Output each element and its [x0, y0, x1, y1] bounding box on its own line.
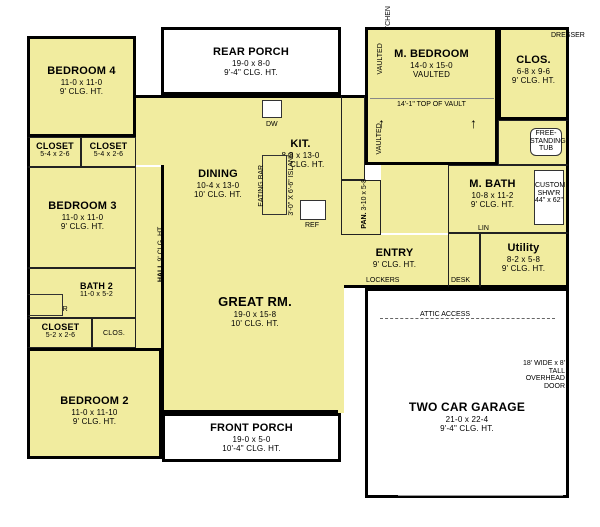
front-porch-hgt: 10'-4" CLG. HT. [165, 444, 338, 453]
vault-top-note: 14'-1" TOP OF VAULT [397, 101, 466, 109]
great-room-hgt: 10' CLG. HT. [195, 319, 315, 328]
ohd-note: 18' WIDE x 8' TALL OVERHEAD DOOR [510, 360, 565, 391]
pantry-label: PAN. 3-10 x 5-8 [361, 179, 369, 229]
dw-note: DW [266, 121, 278, 129]
master-closet: CLOS. 6-8 x 9-6 9' CLG. HT. [498, 27, 569, 120]
tub-note: FREE-STANDING TUB [530, 130, 562, 153]
mbed-passage [381, 165, 448, 233]
lockers-note: LOCKERS [366, 277, 399, 285]
closet-3-name: CLOSET [30, 322, 91, 332]
closet-2-name: CLOSET [82, 141, 135, 151]
tub-shower-fixture [27, 294, 63, 316]
vaulted-bottom: VAULTED [376, 123, 384, 154]
desk-note: DESK [451, 277, 470, 285]
clos-hgt: 9' CLG. HT. [501, 76, 566, 85]
bedroom-4: BEDROOM 4 11-0 x 11-0 9' CLG. HT. [27, 36, 136, 137]
great-room-dim: 19-0 x 15-8 [195, 310, 315, 319]
vault-arrow-right-icon: ↑ [470, 115, 477, 131]
bedroom-4-dim: 11-0 x 11-0 [30, 78, 133, 87]
bedroom-3-dim: 11-0 x 11-0 [30, 213, 135, 222]
bath-2-dim: 11-0 x 5-2 [58, 291, 135, 299]
utility-dim: 8-2 x 5-8 [481, 255, 566, 264]
ref-fixture [300, 200, 326, 220]
dining-name: DINING [178, 168, 258, 181]
vaulted-left: VAULTED [377, 43, 385, 74]
mbed-dim: 14-0 x 15-0 [368, 61, 495, 70]
closet-bed2: CLOSET 5-2 x 2-6 [27, 318, 92, 348]
front-porch-name: FRONT PORCH [165, 422, 338, 435]
rear-porch-hgt: 9'-4" CLG. HT. [164, 68, 338, 77]
rear-porch-name: REAR PORCH [164, 46, 338, 59]
open-wall-patch [338, 240, 344, 413]
bedroom-3: BEDROOM 3 11-0 x 11-0 9' CLG. HT. [27, 167, 136, 268]
mbath-name: M. BATH [449, 178, 536, 191]
great-room-name: GREAT RM. [195, 295, 315, 310]
kitchen-name: KIT. [273, 138, 328, 151]
rear-porch-dim: 19-0 x 8-0 [164, 59, 338, 68]
attic-line [380, 318, 555, 319]
closet-3-dim: 5-2 x 2-6 [30, 332, 91, 340]
utility: Utility 8-2 x 5-8 9' CLG. HT. [480, 233, 569, 288]
closet-1-name: CLOSET [30, 141, 80, 151]
dining-label-group: DINING 10-4 x 13-0 10' CLG. HT. [178, 168, 258, 199]
front-porch-dim: 19-0 x 5-0 [165, 435, 338, 444]
kit-wall [341, 95, 365, 180]
ref-note: REF [305, 222, 319, 230]
floor-plan: REAR PORCH 19-0 x 8-0 9'-4" CLG. HT. OPT… [0, 0, 600, 527]
clos-name: CLOS. [501, 54, 566, 67]
dresser-note: DRESSER [551, 32, 585, 40]
garage-dim: 21-0 x 22-4 [368, 415, 566, 424]
bedroom-4-name: BEDROOM 4 [30, 65, 133, 78]
garage-door-line [398, 495, 563, 496]
great-room-label-group: GREAT RM. 19-0 x 15-8 10' CLG. HT. [195, 295, 315, 328]
rear-porch: REAR PORCH 19-0 x 8-0 9'-4" CLG. HT. [161, 27, 341, 95]
clos-small: CLOS. [92, 318, 136, 348]
garage-name: TWO CAR GARAGE [368, 401, 566, 415]
bedroom-3-hgt: 9' CLG. HT. [30, 222, 135, 231]
island-note: 3'-0" X 6'-6" ISLAND [288, 152, 296, 216]
shower-note: CUSTOM SHW'R 44" x 62" [535, 182, 563, 205]
mbath-dim: 10-8 x 11-2 [449, 191, 536, 200]
utility-hgt: 9' CLG. HT. [481, 264, 566, 273]
entry-name: ENTRY [341, 247, 448, 260]
clos-dim: 6-8 x 9-6 [501, 67, 566, 76]
bedroom-2-hgt: 9' CLG. HT. [30, 417, 159, 426]
bedroom-3-name: BEDROOM 3 [30, 200, 135, 213]
closet-bed4-left: CLOSET 5-4 x 2-6 [27, 137, 81, 167]
mbath-hgt: 9' CLG. HT. [449, 200, 536, 209]
bedroom-2-name: BEDROOM 2 [30, 395, 159, 408]
closet-1-dim: 5-4 x 2-6 [30, 151, 80, 159]
dining-dim: 10-4 x 13-0 [178, 181, 258, 190]
mbed-hgt: VAULTED [368, 70, 495, 79]
garage-hgt: 9'-4" CLG. HT. [368, 424, 566, 433]
closet-bed4-right: CLOSET 5-4 x 2-6 [81, 137, 136, 167]
bath-2-name: BATH 2 [58, 281, 135, 291]
mbed-name: M. BEDROOM [368, 48, 495, 61]
garage: TWO CAR GARAGE 21-0 x 22-4 9'-4" CLG. HT… [365, 288, 569, 498]
eating-bar-note: EATING BAR [258, 165, 266, 207]
master-bedroom: M. BEDROOM 14-0 x 15-0 VAULTED [365, 27, 498, 165]
open-area-ext [136, 95, 164, 165]
front-porch: FRONT PORCH 19-0 x 5-0 10'-4" CLG. HT. [162, 413, 341, 462]
dw-fixture [262, 100, 282, 118]
utility-name: Utility [481, 242, 566, 255]
bedroom-4-hgt: 9' CLG. HT. [30, 87, 133, 96]
bedroom-2: BEDROOM 2 11-0 x 11-10 9' CLG. HT. [27, 348, 162, 459]
closet-2-dim: 5-4 x 2-6 [82, 151, 135, 159]
lin-note: LIN [478, 225, 489, 233]
dining-hgt: 10' CLG. HT. [178, 190, 258, 199]
entry-hgt: 9' CLG. HT. [341, 260, 448, 269]
vault-line [370, 98, 494, 99]
bedroom-2-dim: 11-0 x 11-10 [30, 408, 159, 417]
clos-small-name: CLOS. [103, 330, 125, 337]
